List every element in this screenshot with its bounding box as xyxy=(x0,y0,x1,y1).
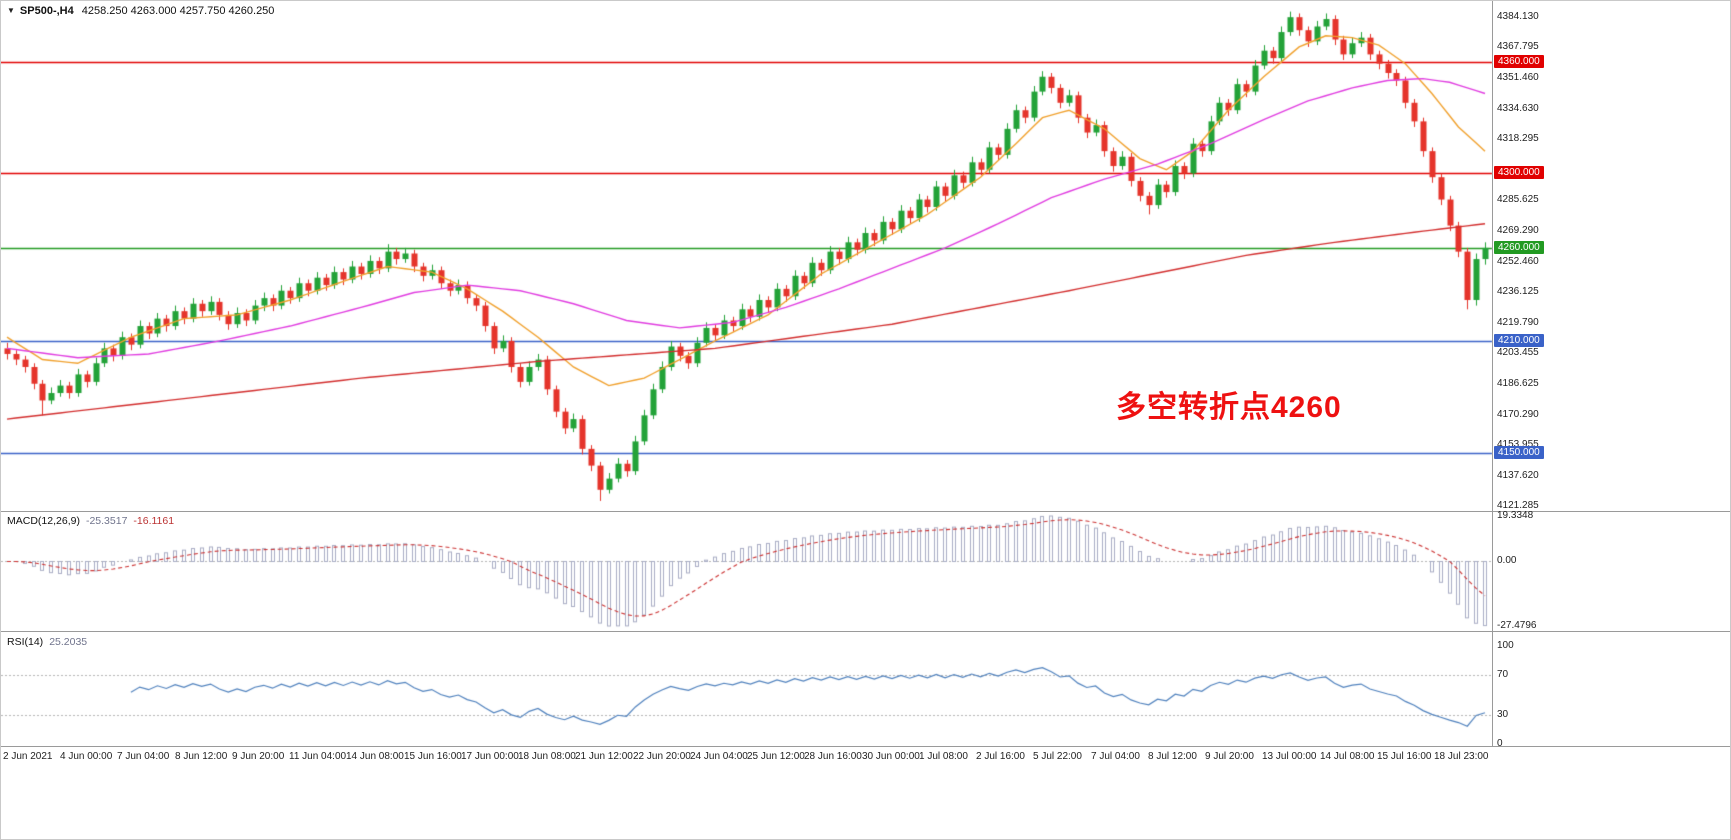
price-scale-label: 4269.290 xyxy=(1497,225,1539,236)
price-scale-label: 4285.625 xyxy=(1497,194,1539,205)
price-level-tag: 4150.000 xyxy=(1494,446,1544,459)
macd-scale-label: 19.3348 xyxy=(1497,510,1534,521)
time-label: 15 Jul 16:00 xyxy=(1377,751,1432,762)
rsi-value: 25.2035 xyxy=(49,636,88,648)
price-scale-separator xyxy=(1492,1,1493,746)
panel-separator-time-axis xyxy=(1,746,1730,747)
time-label: 22 Jun 20:00 xyxy=(633,751,691,762)
price-level-tag: 4360.000 xyxy=(1494,55,1544,68)
time-label: 18 Jul 23:00 xyxy=(1434,751,1489,762)
symbol-title: SP500-,H4 xyxy=(19,5,74,17)
price-scale-label: 4203.455 xyxy=(1497,347,1539,358)
price-level-tag: 4210.000 xyxy=(1494,334,1544,347)
time-label: 13 Jul 00:00 xyxy=(1262,751,1317,762)
price-scale-label: 4121.285 xyxy=(1497,500,1539,511)
time-label: 8 Jun 12:00 xyxy=(175,751,228,762)
price-scale-label: 4252.460 xyxy=(1497,256,1539,267)
price-level-tag: 4300.000 xyxy=(1494,166,1544,179)
price-scale-label: 4351.460 xyxy=(1497,72,1539,83)
time-label: 15 Jun 16:00 xyxy=(404,751,462,762)
annotation-text: 多空转折点4260 xyxy=(1116,391,1342,424)
time-label: 9 Jul 20:00 xyxy=(1205,751,1254,762)
time-label: 14 Jun 08:00 xyxy=(346,751,404,762)
price-scale-label: 4367.795 xyxy=(1497,41,1539,52)
time-label: 17 Jun 00:00 xyxy=(461,751,519,762)
time-label: 25 Jun 12:00 xyxy=(747,751,805,762)
price-scale-label: 4236.125 xyxy=(1497,286,1539,297)
panel-separator-main-macd[interactable] xyxy=(1,511,1730,512)
macd-scale-label: 0.00 xyxy=(1497,555,1517,566)
rsi-panel-label: RSI(14) 25.2035 xyxy=(7,636,87,648)
macd-panel-label: MACD(12,26,9) -25.3517 -16.1161 xyxy=(7,515,174,527)
ohlc-quote: 4258.250 4263.000 4257.750 4260.250 xyxy=(81,5,275,17)
chart-title-bar: ▼ SP500-,H4 4258.250 4263.000 4257.750 426… xyxy=(7,5,274,17)
price-scale-label: 4153.955 xyxy=(1497,439,1539,450)
time-label: 28 Jun 16:00 xyxy=(804,751,862,762)
price-scale-label: 4137.620 xyxy=(1497,470,1539,481)
time-label: 21 Jun 12:00 xyxy=(575,751,633,762)
chart-canvas[interactable] xyxy=(1,1,1730,747)
price-scale-label: 4186.625 xyxy=(1497,378,1539,389)
panel-separator-macd-rsi[interactable] xyxy=(1,631,1730,632)
macd-scale-label: -27.4796 xyxy=(1497,620,1537,631)
time-label: 24 Jun 04:00 xyxy=(690,751,748,762)
time-label: 7 Jun 04:00 xyxy=(117,751,170,762)
rsi-name: RSI(14) xyxy=(7,636,44,648)
time-label: 7 Jul 04:00 xyxy=(1091,751,1140,762)
price-level-tag: 4260.000 xyxy=(1494,241,1544,254)
time-label: 9 Jun 20:00 xyxy=(232,751,285,762)
price-scale-label: 4318.295 xyxy=(1497,133,1539,144)
time-label: 5 Jul 22:00 xyxy=(1033,751,1082,762)
price-scale-label: 4219.790 xyxy=(1497,317,1539,328)
time-label: 11 Jun 04:00 xyxy=(289,751,347,762)
rsi-scale-label: 70 xyxy=(1497,669,1509,680)
price-scale-label: 4384.130 xyxy=(1497,11,1539,22)
price-scale-label: 4170.290 xyxy=(1497,409,1539,420)
time-label: 8 Jul 12:00 xyxy=(1148,751,1197,762)
rsi-scale-label: 100 xyxy=(1497,640,1514,651)
time-label: 1 Jul 08:00 xyxy=(919,751,968,762)
symbol-dropdown-icon[interactable]: ▼ xyxy=(7,6,15,15)
macd-name: MACD(12,26,9) xyxy=(7,515,80,527)
time-label: 30 Jun 00:00 xyxy=(862,751,920,762)
time-label: 2 Jul 16:00 xyxy=(976,751,1025,762)
price-scale-label: 4334.630 xyxy=(1497,103,1539,114)
time-label: 18 Jun 08:00 xyxy=(518,751,576,762)
rsi-scale-label: 30 xyxy=(1497,709,1509,720)
time-label: 14 Jul 08:00 xyxy=(1320,751,1375,762)
rsi-scale-label: 0 xyxy=(1497,738,1503,749)
time-label: 2 Jun 2021 xyxy=(3,751,53,762)
macd-value-signal: -16.1161 xyxy=(133,515,175,527)
time-label: 4 Jun 00:00 xyxy=(60,751,113,762)
macd-value-main: -25.3517 xyxy=(85,515,128,527)
